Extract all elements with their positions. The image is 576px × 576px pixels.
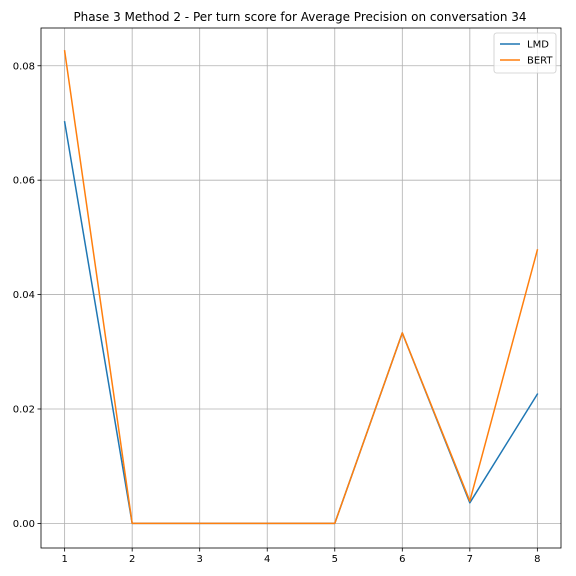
legend-label-bert: BERT: [527, 56, 553, 67]
x-tick-label: 1: [61, 554, 67, 565]
y-tick-label: 0.00: [13, 519, 35, 530]
y-tick-label: 0.06: [13, 176, 35, 187]
legend-label-lmd: LMD: [527, 40, 549, 51]
series-line-bert: [63, 50, 539, 525]
x-tick-label: 6: [399, 554, 405, 565]
series-lines: [63, 50, 539, 525]
y-tick-label: 0.02: [13, 404, 35, 415]
x-tick-label: 7: [467, 554, 473, 565]
legend: LMD BERT: [493, 32, 557, 74]
x-tick-label: 3: [197, 554, 203, 565]
legend-box: [493, 32, 557, 74]
y-tick-label: 0.08: [13, 61, 35, 72]
x-tick-label: 8: [534, 554, 540, 565]
y-tick-label: 0.04: [13, 290, 35, 301]
plot-area-frame: [40, 27, 562, 549]
axis-ticks: 1 2 3 4 5 6 7 8 0.00 0.02 0.04 0.06 0.08: [13, 61, 541, 565]
grid-lines: [41, 28, 561, 548]
x-tick-label: 2: [129, 554, 135, 565]
chart-title: Phase 3 Method 2 - Per turn score for Av…: [73, 10, 526, 24]
x-tick-label: 4: [264, 554, 270, 565]
x-tick-label: 5: [332, 554, 338, 565]
